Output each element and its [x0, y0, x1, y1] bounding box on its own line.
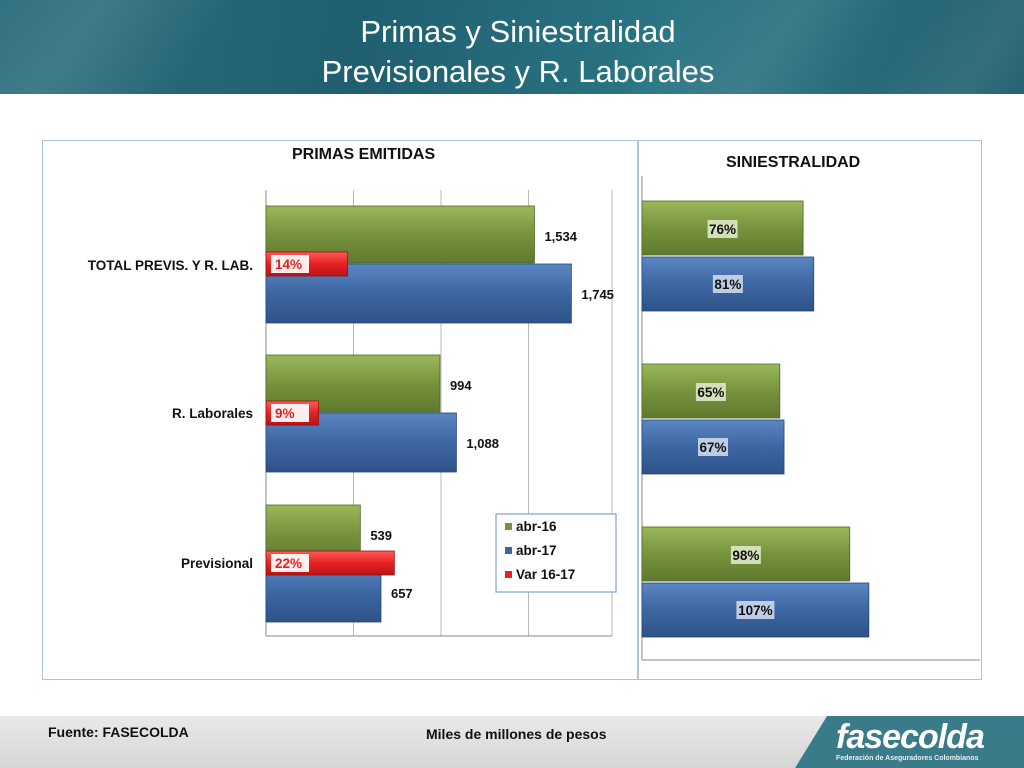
primas-value-label-var: 14%: [275, 257, 302, 272]
legend-swatch: [505, 547, 512, 554]
siniestralidad-label-box: [698, 438, 729, 456]
siniestralidad-label-box: [730, 546, 761, 564]
fasecolda-logo: fasecolda: [836, 718, 985, 756]
siniestralidad-value-label-abr-16: 76%: [709, 222, 736, 237]
legend-label: abr-16: [516, 519, 557, 534]
slide-title-line-2: Previsionales y R. Laborales: [321, 54, 715, 89]
legend-swatch: [505, 523, 512, 530]
primas-value-label-abr-17: 657: [391, 586, 413, 601]
primas-value-label-abr-17: 1,088: [466, 436, 499, 451]
siniestralidad-label-box: [712, 275, 743, 293]
primas-var-label-box: [271, 554, 309, 572]
legend-label: Var 16-17: [516, 567, 575, 582]
slide-header: Primas y Siniestralidad Previsionales y …: [0, 0, 1024, 94]
primas-category-label: Previsional: [181, 556, 253, 571]
primas-category-label: TOTAL PREVIS. Y R. LAB.: [88, 258, 253, 273]
primas-value-label-var: 9%: [275, 406, 295, 421]
siniestralidad-value-label-abr-16: 65%: [697, 385, 724, 400]
siniestralidad-value-label-abr-17: 107%: [738, 603, 773, 618]
legend-box: [495, 513, 617, 593]
slide-title-line-1: Primas y Siniestralidad: [360, 14, 676, 49]
primas-value-label-abr-16: 1,534: [544, 229, 577, 244]
source-note: Fuente: FASECOLDA: [48, 724, 189, 740]
primas-value-label-abr-16: 994: [450, 378, 472, 393]
legend-swatch: [505, 571, 512, 578]
siniestralidad-value-label-abr-16: 98%: [732, 548, 759, 563]
primas-var-label-box: [271, 404, 309, 422]
siniestralidad-value-label-abr-17: 67%: [700, 440, 727, 455]
siniestralidad-chart-title: SINIESTRALIDAD: [726, 154, 861, 171]
primas-value-label-var: 22%: [275, 556, 302, 571]
primas-value-label-abr-17: 1,745: [581, 287, 614, 302]
primas-category-label: R. Laborales: [172, 406, 253, 421]
logo-band: [795, 716, 1024, 768]
siniestralidad-label-box: [707, 220, 738, 238]
primas-chart-title: PRIMAS EMITIDAS: [292, 146, 436, 163]
fasecolda-logo-subtitle: Federación de Aseguradores Colombianos: [836, 755, 979, 762]
primas-var-label-box: [271, 255, 309, 273]
siniestralidad-label-box: [695, 383, 726, 401]
units-note: Miles de millones de pesos: [426, 726, 607, 742]
primas-value-label-abr-16: 539: [370, 528, 392, 543]
slide-title: Primas y Siniestralidad Previsionales y …: [0, 12, 1024, 92]
siniestralidad-value-label-abr-17: 81%: [714, 277, 741, 292]
legend-label: abr-17: [516, 543, 557, 558]
siniestralidad-label-box: [736, 601, 775, 619]
